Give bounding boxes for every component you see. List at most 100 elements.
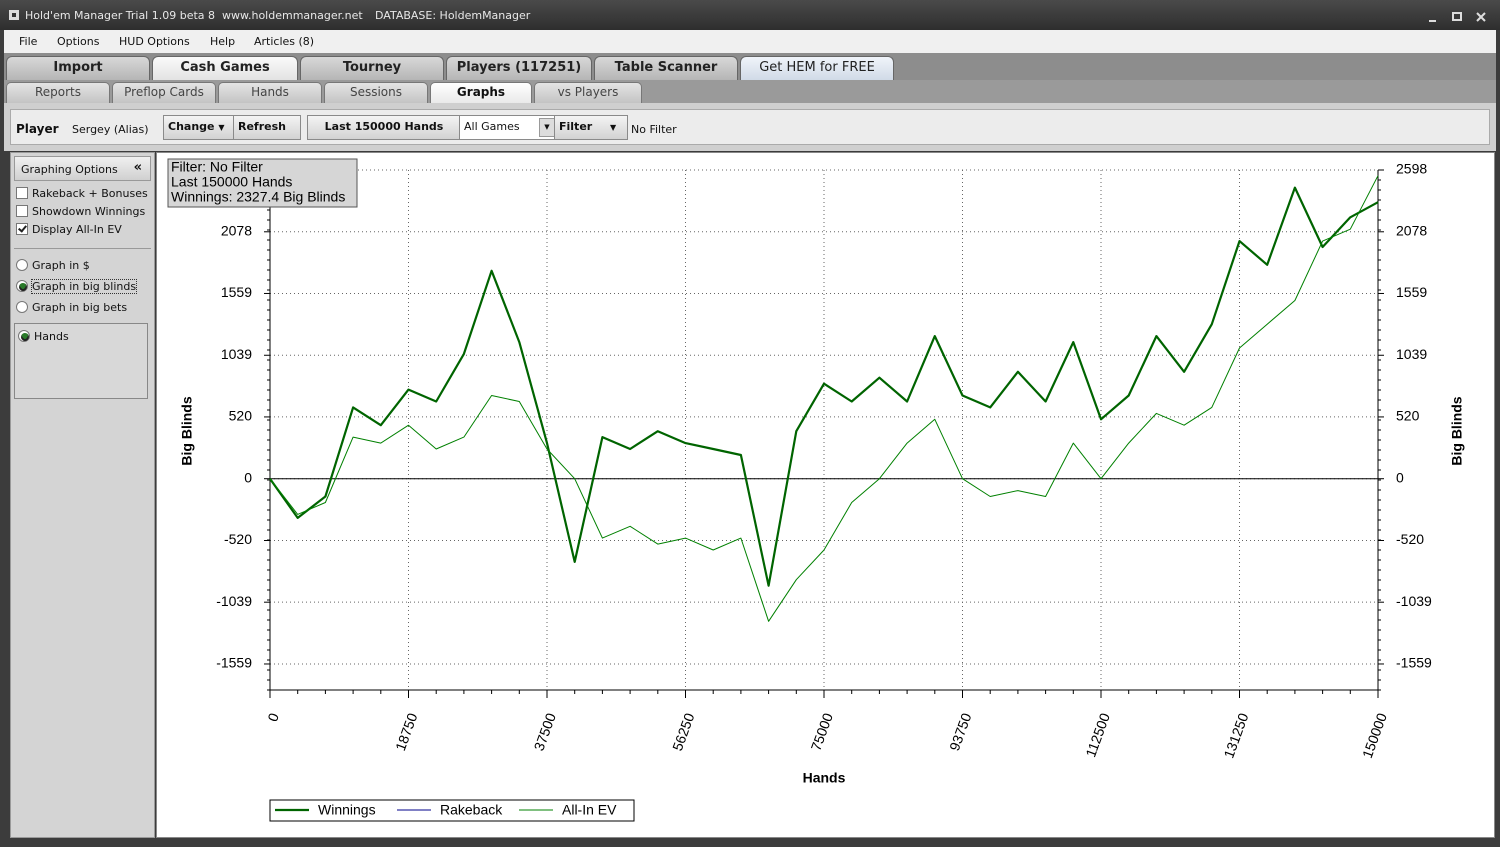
- y-tick-label: 520: [229, 408, 253, 424]
- y-tick-label: 1559: [221, 284, 252, 300]
- checkbox-option[interactable]: Showdown Winnings: [16, 205, 145, 218]
- y2-tick-label: 1039: [1396, 346, 1427, 362]
- sub-tab[interactable]: vs Players: [534, 82, 642, 104]
- sidebar-title: Graphing Options: [21, 163, 118, 176]
- radio-icon: [16, 280, 28, 292]
- x-tick-label: 56250: [669, 711, 697, 753]
- tab[interactable]: Get HEM for FREE: [740, 56, 894, 81]
- x-tick-label: 37500: [531, 711, 559, 753]
- chart: 0 18750 37500 56250 75000 93750 112500 131250 15…: [167, 158, 1465, 822]
- checkbox-icon: [16, 187, 28, 199]
- menu-item[interactable]: File: [19, 35, 38, 48]
- sub-tabs: Reports Preflop Cards Hands Sessions Graphs v…: [4, 80, 1496, 104]
- tab[interactable]: Cash Games: [152, 56, 298, 81]
- axis-radio-label: Hands: [34, 330, 69, 343]
- toolbar-panel: Player Sergey (Alias) Change ▼ Refresh L…: [10, 109, 1490, 145]
- menu-item[interactable]: Options: [57, 35, 100, 48]
- info-text: Last 150000 Hands: [171, 174, 292, 190]
- legend: Winnings Rakeback All-In EV: [269, 799, 635, 822]
- radio-icon: [16, 259, 28, 271]
- tab[interactable]: Players (117251): [446, 56, 592, 81]
- info-box-bg: [167, 158, 358, 208]
- option-label: Rakeback + Bonuses: [32, 187, 148, 200]
- y2-tick-label: -1559: [1396, 655, 1432, 671]
- checkbox-icon: [16, 205, 28, 217]
- option-label: Graph in big bets: [32, 301, 128, 314]
- legend-label: Winnings: [318, 802, 376, 818]
- hands-button[interactable]: Last 150000 Hands: [307, 115, 461, 140]
- sub-tab[interactable]: Hands: [218, 82, 322, 104]
- option-label: Display All-In EV: [32, 223, 122, 236]
- tab[interactable]: Tourney: [300, 56, 444, 81]
- games-dropdown[interactable]: All Games ▼: [459, 115, 557, 140]
- checkbox-option[interactable]: Display All-In EV: [16, 223, 122, 236]
- title-bar: Hold'em Manager Trial 1.09 beta 8 www.ho…: [0, 0, 1500, 30]
- y2-tick-label: 520: [1396, 408, 1420, 424]
- y-tick-label: -1559: [216, 655, 252, 671]
- y2-tick-label: -1039: [1396, 593, 1432, 609]
- x-tick-label: 112500: [1082, 711, 1113, 760]
- axis-radio[interactable]: Hands: [18, 330, 69, 343]
- checkbox-option[interactable]: Rakeback + Bonuses: [16, 187, 148, 200]
- radio-option[interactable]: Graph in big bets: [16, 301, 127, 314]
- y-tick-label: -1039: [216, 593, 252, 609]
- option-label: Showdown Winnings: [32, 205, 146, 218]
- menu-bar: File Options HUD Options Help Articles (8): [4, 30, 1496, 53]
- collapse-button[interactable]: «: [133, 160, 142, 175]
- option-label: Graph in big blinds: [30, 279, 138, 294]
- app-icon: [9, 10, 19, 20]
- tab[interactable]: Table Scanner: [594, 56, 738, 81]
- legend-label: Rakeback: [440, 802, 503, 818]
- player-label: Player: [16, 122, 59, 136]
- player-name: Sergey (Alias): [72, 123, 149, 136]
- menu-item[interactable]: HUD Options: [119, 35, 190, 48]
- refresh-button[interactable]: Refresh: [233, 115, 301, 140]
- legend-box: [269, 799, 635, 822]
- sub-tab[interactable]: Sessions: [324, 82, 428, 104]
- radio-icon: [16, 301, 28, 313]
- chart-panel: 0 18750 37500 56250 75000 93750 112500 131250 15…: [156, 152, 1495, 838]
- sub-tab[interactable]: Preflop Cards: [112, 82, 216, 104]
- filter-text: Filter: [559, 120, 593, 133]
- filter-status: No Filter: [631, 123, 677, 136]
- window-url[interactable]: www.holdemmanager.net: [222, 9, 363, 22]
- toolbar: Player Sergey (Alias) Change ▼ Refresh L…: [4, 103, 1496, 151]
- y2-tick-label: 2598: [1396, 161, 1427, 177]
- y-tick-label: 0: [244, 469, 252, 485]
- hands-text: Last 150000 Hands: [324, 120, 444, 133]
- window-controls[interactable]: [1425, 10, 1495, 24]
- y2-axis-title: Big Blinds: [1449, 396, 1465, 465]
- window-title: Hold'em Manager Trial 1.09 beta 8: [25, 9, 216, 22]
- main-tabs: Import Cash Games Tourney Players (117251) T…: [4, 53, 1496, 81]
- info-text: Filter: No Filter: [171, 159, 263, 175]
- sub-tab[interactable]: Reports: [6, 82, 110, 104]
- y-tick-label: 2078: [221, 222, 252, 238]
- radio-option[interactable]: Graph in big blinds: [16, 279, 138, 294]
- radio-group: Graph in $ Graph in big blinds Graph in bi…: [11, 253, 154, 318]
- tab[interactable]: Import: [6, 56, 150, 81]
- change-text: Change: [168, 120, 215, 133]
- separator: [14, 248, 151, 249]
- sub-tab[interactable]: Graphs: [430, 82, 532, 104]
- x-tick-label: 131250: [1220, 711, 1251, 761]
- axis-group: Hands: [14, 323, 148, 399]
- y2-tick-label: 2078: [1396, 222, 1427, 238]
- menu-item[interactable]: Articles (8): [254, 35, 315, 48]
- y-tick-label: -520: [224, 531, 252, 547]
- filter-button[interactable]: Filter ▼: [554, 115, 628, 140]
- x-tick-label: 150000: [1359, 711, 1390, 761]
- change-button[interactable]: Change ▼: [163, 115, 241, 140]
- checkbox-icon: [16, 223, 28, 235]
- x-axis-title: Hands: [803, 770, 846, 786]
- sidebar: Graphing Options « Rakeback + Bonuses Sho…: [10, 152, 155, 838]
- y2-tick-label: -520: [1396, 531, 1424, 547]
- series-line: [269, 186, 1379, 587]
- refresh-text: Refresh: [238, 120, 286, 133]
- menu-item[interactable]: Help: [210, 35, 236, 48]
- option-label: Graph in $: [32, 259, 90, 272]
- x-tick-label: 93750: [946, 711, 974, 753]
- y2-tick-label: 1559: [1396, 284, 1427, 300]
- radio-option[interactable]: Graph in $: [16, 259, 90, 272]
- y-tick-label: 1039: [221, 346, 252, 362]
